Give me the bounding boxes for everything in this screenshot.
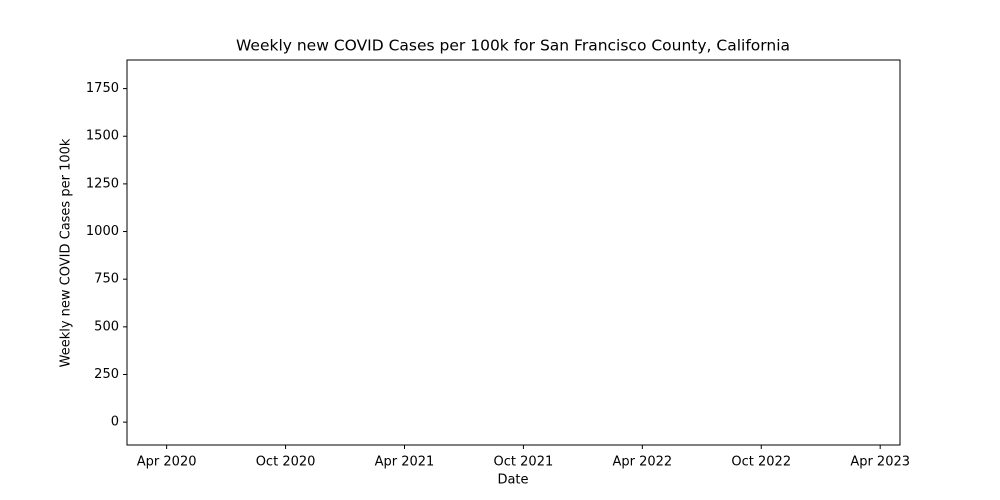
x-tick-label: Apr 2021 (375, 455, 435, 470)
x-tick-label: Oct 2022 (731, 455, 791, 470)
y-tick-label: 250 (94, 367, 119, 382)
y-tick-label: 1500 (86, 129, 119, 144)
x-tick-label: Apr 2022 (612, 455, 672, 470)
y-axis-label: Weekly new COVID Cases per 100k (59, 138, 74, 367)
x-tick-label: Oct 2020 (256, 455, 316, 470)
chart-title: Weekly new COVID Cases per 100k for San … (236, 37, 790, 55)
x-tick-label: Apr 2020 (137, 455, 197, 470)
y-tick-label: 0 (111, 415, 119, 430)
y-tick-label: 1750 (86, 81, 119, 96)
y-tick-label: 1000 (86, 224, 119, 239)
y-tick-label: 500 (94, 319, 119, 334)
x-tick-label: Oct 2021 (494, 455, 554, 470)
y-tick-label: 1250 (86, 176, 119, 191)
x-axis-label: Date (497, 473, 528, 488)
x-tick-label: Apr 2023 (850, 455, 910, 470)
plot-frame (126, 59, 901, 446)
y-tick-label: 750 (94, 272, 119, 287)
